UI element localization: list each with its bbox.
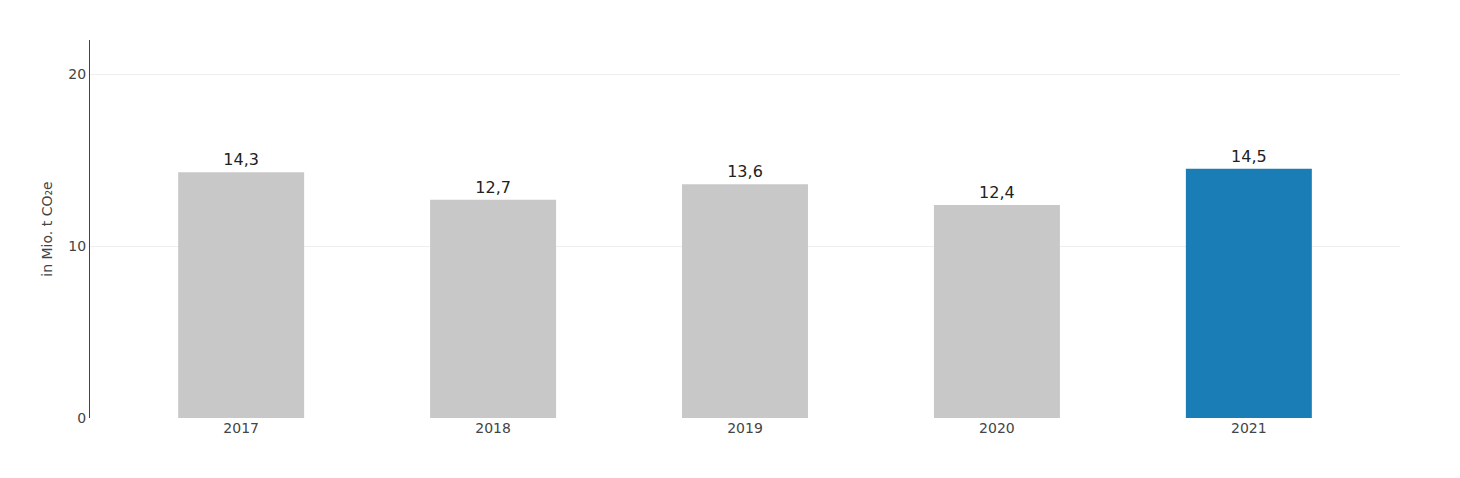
svg-text:2018: 2018: [475, 420, 511, 436]
svg-text:10: 10: [68, 238, 86, 254]
svg-text:2020: 2020: [979, 420, 1015, 436]
svg-text:2019: 2019: [727, 420, 763, 436]
svg-text:12,7: 12,7: [475, 178, 511, 197]
svg-text:2021: 2021: [1231, 420, 1267, 436]
svg-text:in Mio. t CO₂e: in Mio. t CO₂e: [39, 181, 55, 276]
svg-text:2017: 2017: [223, 420, 259, 436]
svg-text:20: 20: [68, 66, 86, 82]
svg-text:0: 0: [77, 410, 86, 426]
svg-text:13,6: 13,6: [727, 162, 763, 181]
svg-text:14,5: 14,5: [1231, 147, 1267, 166]
svg-text:14,3: 14,3: [223, 150, 259, 169]
svg-text:12,4: 12,4: [979, 183, 1015, 202]
